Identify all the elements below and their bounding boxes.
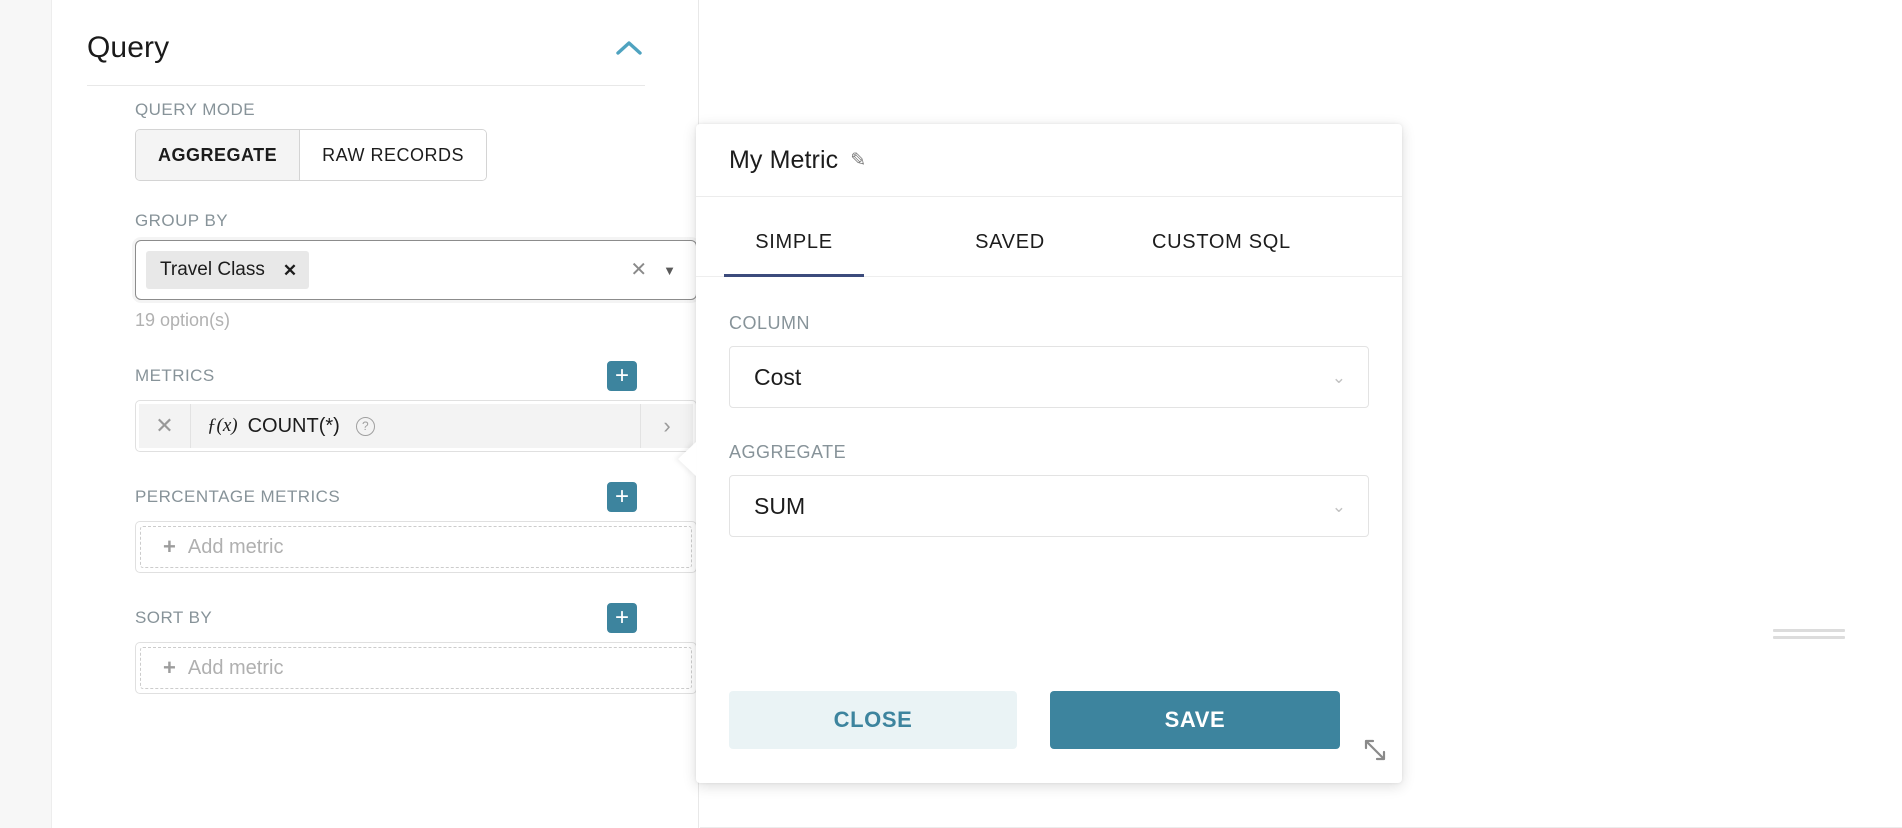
close-icon[interactable]: ✕: [282, 260, 298, 280]
drag-handle-line: [1773, 629, 1845, 632]
query-mode-raw-records-button[interactable]: RAW RECORDS: [300, 130, 487, 180]
percentage-metrics-label: PERCENTAGE METRICS: [135, 487, 341, 506]
caret-down-icon[interactable]: ▼: [663, 262, 676, 278]
metrics-section: METRICS + ✕ ƒ(x) COUNT(*) ? ›: [87, 361, 697, 452]
drag-handle-icon[interactable]: [1773, 629, 1845, 639]
plus-icon: +: [614, 362, 629, 389]
group-by-label: GROUP BY: [135, 211, 229, 230]
percentage-metrics-section: PERCENTAGE METRICS + + Add metric: [87, 482, 697, 573]
clear-all-icon[interactable]: ✕: [630, 259, 648, 281]
add-metric-button[interactable]: +: [607, 361, 637, 391]
page-title: Query: [87, 30, 170, 64]
group-by-tag[interactable]: Travel Class ✕: [146, 251, 310, 289]
query-mode-aggregate-button[interactable]: AGGREGATE: [136, 130, 301, 180]
column-select-value: Cost: [754, 363, 802, 390]
metric-title: My Metric: [729, 145, 839, 174]
chevron-down-icon: ⌄: [1331, 496, 1346, 516]
tab-simple[interactable]: SIMPLE: [724, 213, 864, 277]
column-select[interactable]: Cost ⌄: [729, 346, 1369, 408]
metric-label: COUNT(*): [247, 414, 340, 437]
add-sort-by-placeholder[interactable]: + Add metric: [140, 647, 692, 689]
plus-icon: +: [614, 483, 629, 510]
sort-by-section: SORT BY + + Add metric: [87, 603, 697, 694]
resize-diagonal-icon[interactable]: [1362, 737, 1388, 763]
pencil-icon[interactable]: ✎: [850, 149, 867, 171]
add-metric-placeholder-text: Add metric: [187, 535, 284, 558]
plus-icon: +: [614, 604, 629, 631]
query-mode-section: QUERY MODE AGGREGATE RAW RECORDS: [87, 100, 657, 181]
tab-custom-sql[interactable]: CUSTOM SQL: [1152, 231, 1291, 253]
metric-editor-popover: My Metric ✎ SIMPLE SAVED CUSTOM SQL COLU…: [678, 124, 1402, 783]
left-gutter: [0, 0, 52, 828]
metrics-label: METRICS: [135, 366, 215, 385]
add-sort-by-button[interactable]: +: [607, 603, 637, 633]
aggregate-label: AGGREGATE: [729, 442, 847, 462]
metric-editor-body: COLUMN Cost ⌄ AGGREGATE SUM ⌄: [696, 277, 1402, 537]
chevron-right-icon[interactable]: ›: [640, 404, 693, 448]
query-panel: Query QUERY MODE AGGREGATE RAW RECORDS G…: [53, 0, 699, 828]
sort-by-label: SORT BY: [135, 608, 213, 627]
query-mode-toggle[interactable]: AGGREGATE RAW RECORDS: [135, 129, 488, 181]
close-button[interactable]: CLOSE: [729, 691, 1017, 749]
metric-editor-tabs: SIMPLE SAVED CUSTOM SQL: [696, 213, 1402, 277]
column-label: COLUMN: [729, 313, 811, 333]
sort-by-header: SORT BY +: [135, 603, 637, 633]
save-button[interactable]: SAVE: [1050, 691, 1340, 749]
aggregate-select-value: SUM: [754, 492, 806, 519]
add-metric-placeholder-text: Add metric: [187, 656, 284, 679]
remove-metric-icon[interactable]: ✕: [139, 404, 191, 448]
question-circle-icon[interactable]: ?: [355, 416, 375, 436]
metric-editor-header: My Metric ✎: [696, 124, 1402, 197]
metric-pill[interactable]: ✕ ƒ(x) COUNT(*) ?: [139, 404, 640, 448]
group-by-options-hint: 19 option(s): [135, 310, 231, 330]
metric-label-group: ƒ(x) COUNT(*) ?: [191, 415, 375, 438]
chevron-down-icon: ⌄: [1331, 367, 1346, 387]
group-by-select[interactable]: Travel Class ✕ ✕ ▼: [135, 240, 697, 300]
aggregate-select[interactable]: SUM ⌄: [729, 475, 1369, 537]
percentage-metrics-header: PERCENTAGE METRICS +: [135, 482, 637, 512]
add-percentage-metric-button[interactable]: +: [607, 482, 637, 512]
popover-arrow: [678, 442, 696, 476]
add-percentage-metric-placeholder[interactable]: + Add metric: [140, 526, 692, 568]
sort-by-dropzone[interactable]: + Add metric: [135, 642, 697, 694]
query-mode-label: QUERY MODE: [135, 100, 256, 119]
drag-handle-line: [1773, 636, 1845, 639]
chevron-up-icon[interactable]: [613, 32, 645, 64]
function-icon: ƒ(x): [207, 415, 238, 436]
metric-item-row[interactable]: ✕ ƒ(x) COUNT(*) ? ›: [135, 400, 697, 452]
plus-icon: +: [163, 534, 176, 559]
group-by-tag-label: Travel Class: [160, 259, 265, 280]
group-by-section: GROUP BY Travel Class ✕ ✕ ▼ 19 option(s): [87, 211, 697, 331]
metrics-header: METRICS +: [135, 361, 637, 391]
tab-saved[interactable]: SAVED: [975, 231, 1045, 253]
plus-icon: +: [163, 655, 176, 680]
query-panel-body: QUERY MODE AGGREGATE RAW RECORDS GROUP B…: [87, 100, 697, 724]
metric-editor-footer: CLOSE SAVE: [696, 657, 1402, 783]
percentage-metrics-dropzone[interactable]: + Add metric: [135, 521, 697, 573]
query-panel-header: Query: [87, 10, 645, 86]
